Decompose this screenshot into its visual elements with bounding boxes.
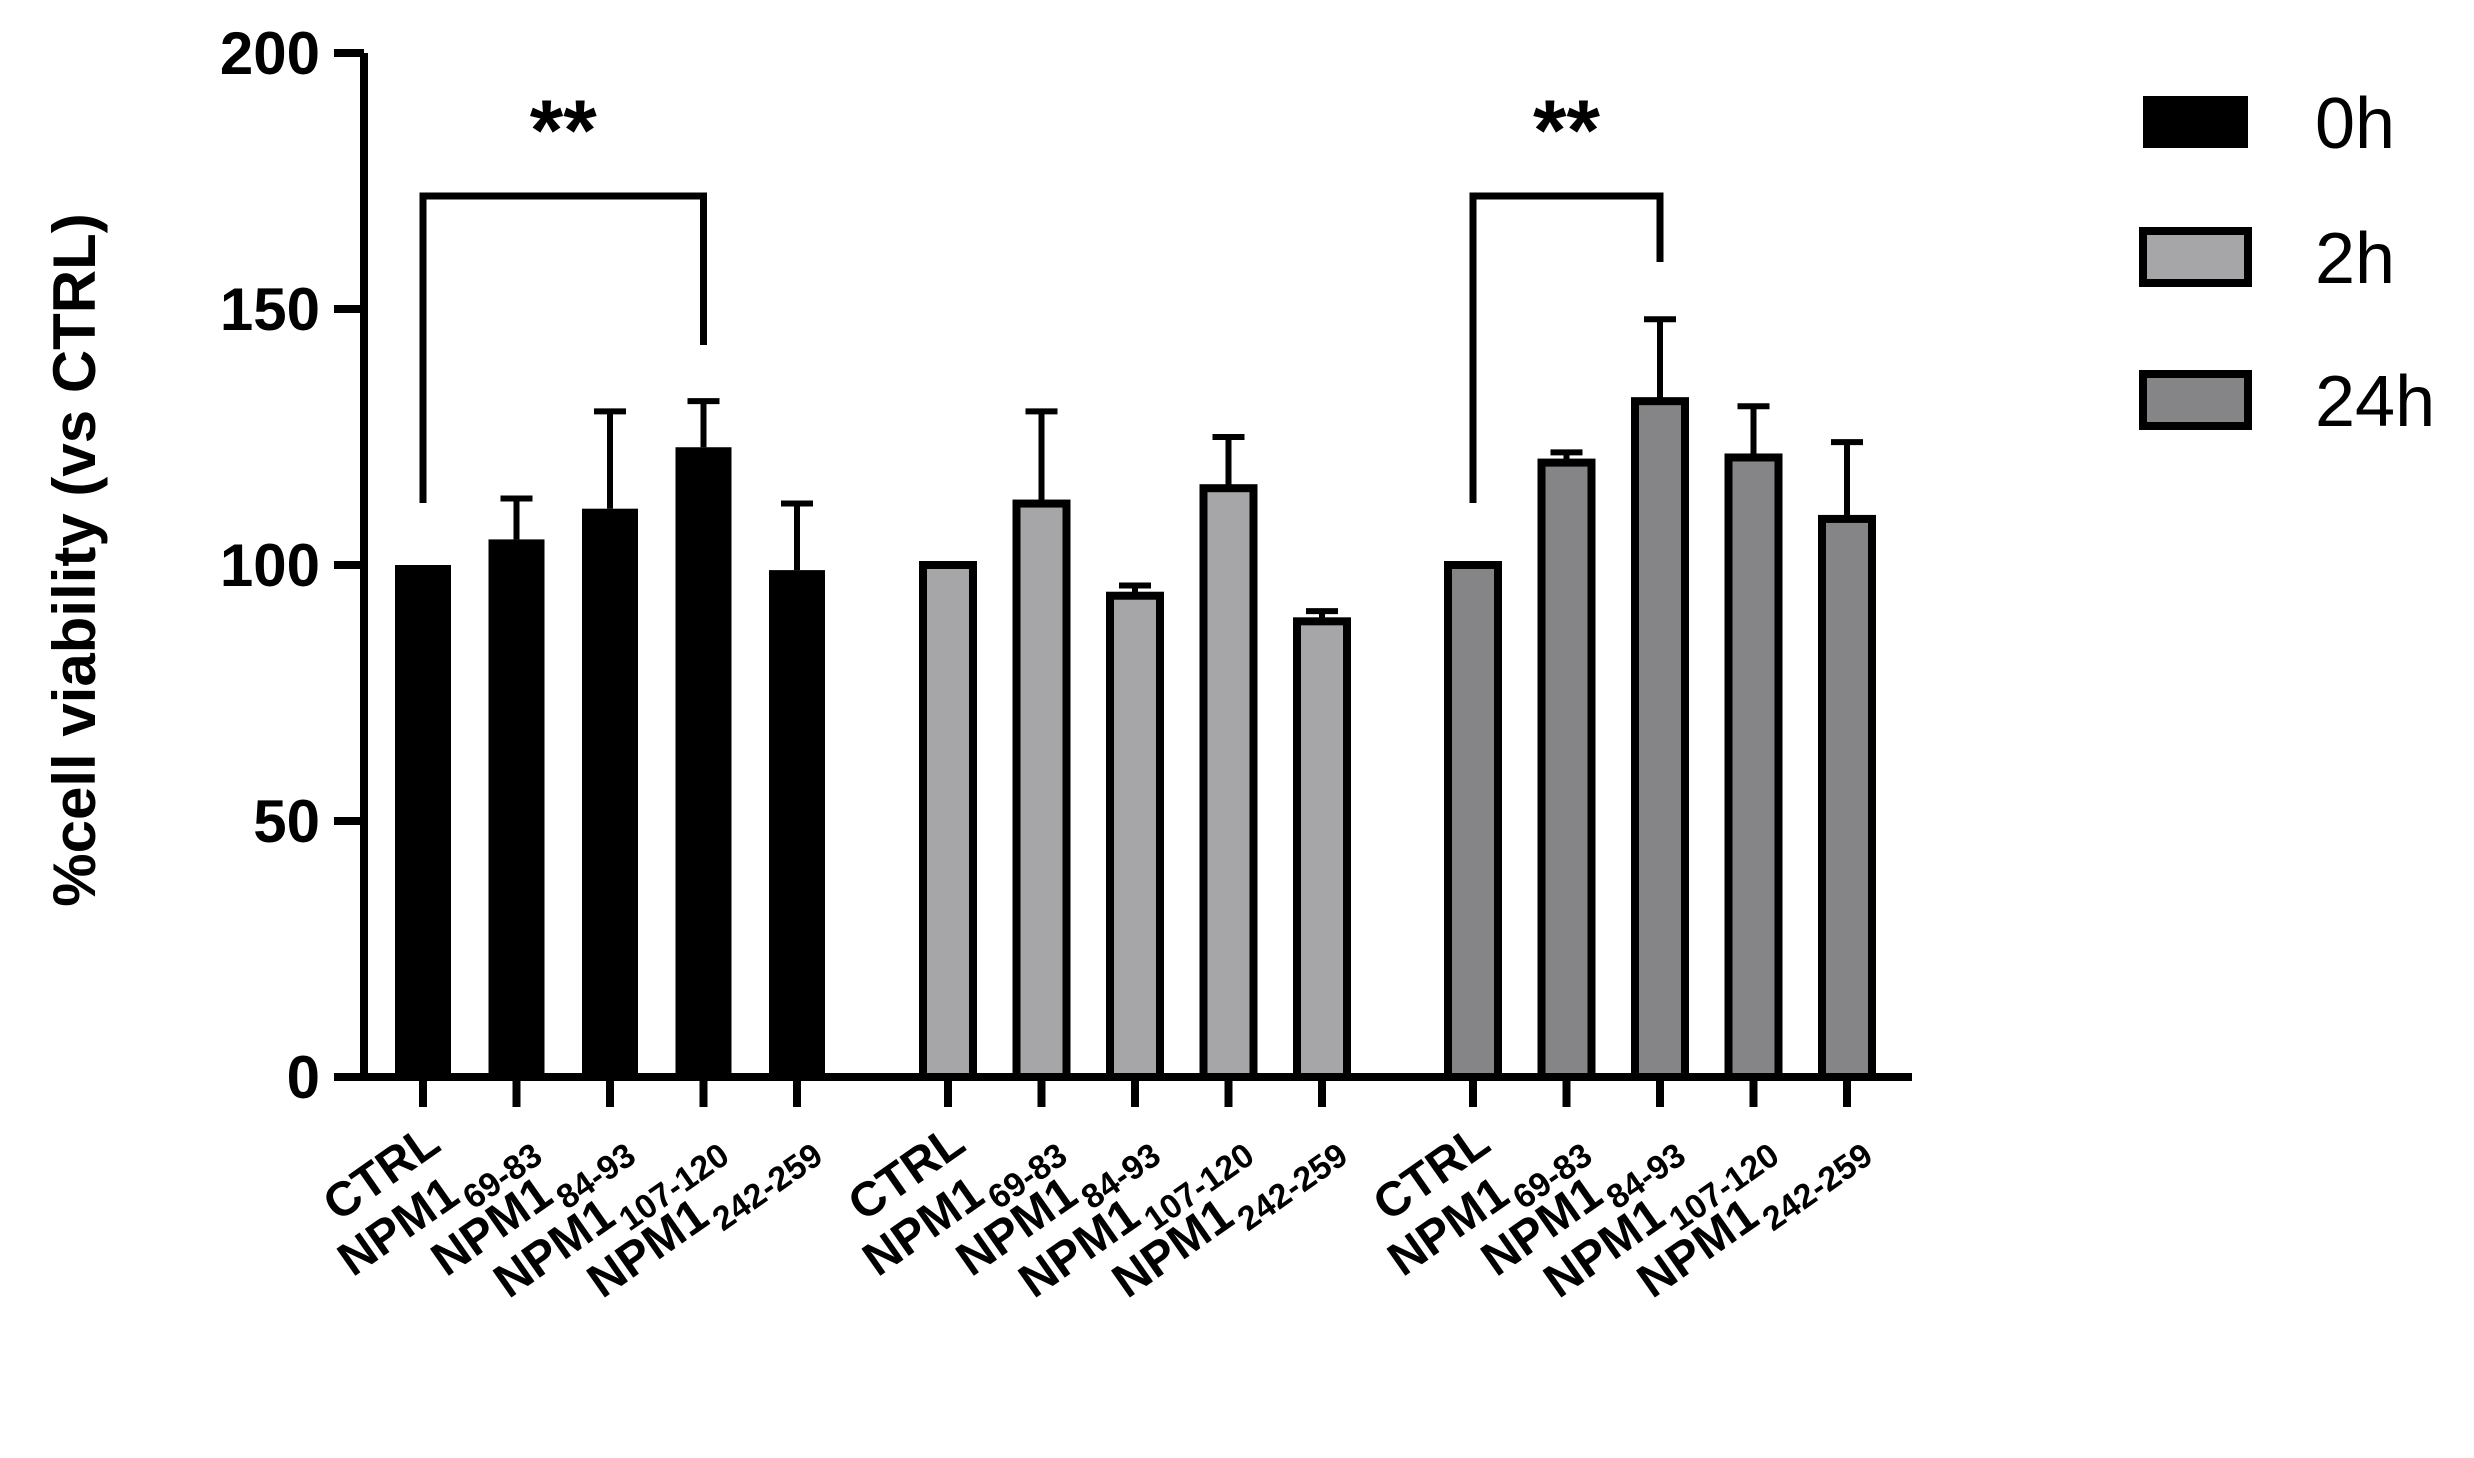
bar-24h-3 [1724,453,1783,1082]
bar-0h-4 [769,570,825,1077]
significance-label: ** [1533,83,1600,179]
y-tick-label: 100 [220,532,320,599]
legend-label-2h: 2h [2315,219,2395,299]
legend: 0h 2h 24h [2139,84,2435,442]
legend-label-24h: 24h [2315,362,2435,442]
bar-24h-4 [1818,514,1876,1081]
bar-2h-3 [1199,484,1258,1081]
error-bars [500,316,1863,622]
bar-2h-2 [1106,591,1164,1081]
bar-0h-1 [488,539,545,1077]
bars [395,397,1876,1082]
significance-bracket [419,192,707,503]
legend-swatch-2h [2139,227,2252,287]
significance-annotations: ** ** [419,83,1664,503]
y-axis: 0 50 100 150 200 [220,20,368,1111]
bar-0h-2 [582,508,638,1077]
y-tick-label: 0 [287,1044,320,1111]
bar-2h-4 [1293,617,1351,1081]
y-axis-label: %cell viability (vs CTRL) [41,213,108,907]
bar-24h-0 [1444,561,1502,1081]
bar-24h-2 [1631,397,1689,1082]
bar-0h-0 [395,565,451,1077]
y-tick-label: 150 [220,276,320,343]
y-tick-label: 50 [253,788,320,855]
legend-swatch-0h [2143,96,2248,148]
bar-2h-1 [1012,499,1071,1081]
legend-swatch-24h [2139,370,2252,430]
significance-bracket [1469,192,1664,503]
significance-label: ** [530,83,597,179]
x-axis: CTRLNPM169-83NPM184-93NPM1107-120NPM1242… [314,1073,1912,1308]
y-tick-label: 200 [220,20,320,87]
bar-2h-0 [919,561,977,1081]
bar-0h-3 [675,447,732,1077]
bar-24h-1 [1537,458,1596,1082]
legend-label-0h: 0h [2315,84,2395,164]
